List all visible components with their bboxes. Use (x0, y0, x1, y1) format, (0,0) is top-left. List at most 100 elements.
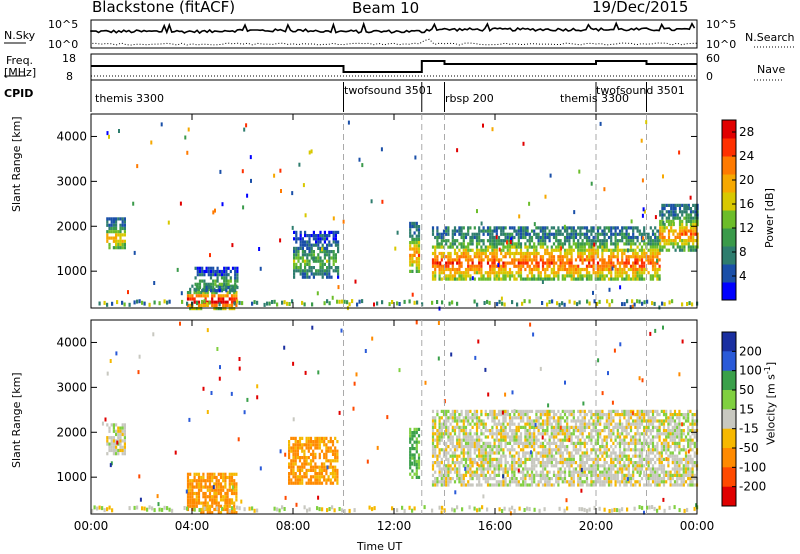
echo-cell (612, 242, 615, 246)
echo-cell (486, 445, 490, 449)
echo-cell (233, 501, 236, 505)
echo-cell (508, 422, 512, 426)
echo-cell (482, 422, 485, 426)
echo-cell (121, 217, 124, 221)
echo-cell (211, 472, 214, 476)
echo-cell (293, 237, 296, 241)
echo-cell (537, 261, 540, 265)
echo-cell (318, 481, 321, 485)
echo-cell (530, 480, 534, 484)
echo-cell (223, 276, 226, 280)
echo-cell (548, 483, 551, 487)
echo-cell (535, 413, 538, 417)
echo-cell (570, 264, 573, 268)
echo-cell (528, 267, 531, 272)
echo-cell (555, 480, 558, 484)
echo-cell (552, 267, 556, 272)
echo-cell (568, 226, 571, 230)
echo-cell (618, 451, 622, 455)
echo-cell (640, 239, 644, 243)
echo-cell (683, 245, 686, 249)
echo-cell (550, 425, 553, 429)
y-tick-label: 2000 (56, 219, 87, 233)
echo-cell (301, 475, 304, 479)
echo-cell (539, 235, 542, 240)
echo-cell (537, 239, 540, 243)
echo-cell (681, 229, 684, 233)
echo-cell (504, 261, 507, 265)
echo-cell (603, 264, 606, 268)
echo-cell (316, 472, 319, 476)
echo-cell (517, 271, 520, 275)
echo-cell (506, 251, 509, 256)
echo-cell (669, 477, 672, 481)
echo-cell (563, 229, 567, 233)
echo-cell (334, 234, 337, 238)
echo-cell (667, 203, 671, 207)
echo-cell (213, 495, 216, 499)
echo-cell (599, 445, 602, 449)
echo-cell (308, 234, 311, 238)
echo-cell (636, 277, 639, 281)
echo-cell (696, 235, 699, 239)
echo-cell (508, 277, 512, 281)
echo-cell (603, 473, 606, 477)
echo-cell (610, 451, 613, 455)
echo-cell (541, 448, 545, 452)
nsearch-tick-low: 10^0 (706, 38, 737, 51)
echo-cell (440, 416, 443, 420)
echo-cell (583, 267, 586, 272)
echo-cell (453, 242, 457, 246)
echo-cell (469, 461, 472, 465)
echo-cell (552, 483, 556, 487)
echo-cell (213, 507, 216, 512)
echo-cell (471, 235, 474, 240)
echo-cell (563, 413, 567, 417)
echo-cell (684, 448, 688, 452)
echo-cell (334, 237, 337, 241)
echo-cell (614, 451, 617, 455)
echo-cell (310, 250, 313, 254)
echo-cell (592, 226, 595, 230)
echo-cell (294, 443, 297, 447)
near-range-cell (608, 302, 611, 307)
echo-cell (519, 264, 523, 268)
echo-cell (570, 464, 573, 468)
near-range-cell (168, 299, 171, 304)
echo-cell (304, 253, 307, 257)
echo-cell (689, 210, 693, 214)
echo-cell (614, 480, 617, 484)
echo-cell (596, 239, 600, 243)
echo-cell (200, 479, 203, 483)
echo-cell (546, 248, 549, 252)
echo-cell (502, 432, 505, 436)
echo-cell (491, 251, 494, 256)
echo-cell (610, 409, 613, 413)
echo-cell (618, 441, 622, 445)
echo-cell (561, 242, 564, 246)
echo-cell (676, 464, 679, 468)
echo-cell (563, 261, 567, 265)
echo-cell (495, 445, 498, 449)
echo-cell (491, 258, 494, 262)
echo-cell (676, 457, 679, 461)
echo-cell (579, 461, 582, 465)
echo-cell (438, 271, 441, 275)
echo-cell (449, 448, 452, 452)
echo-cell (692, 219, 695, 223)
echo-cell (585, 454, 589, 458)
echo-cell (546, 432, 549, 436)
echo-cell (467, 274, 470, 278)
echo-cell (334, 468, 337, 472)
echo-cell (616, 251, 619, 256)
noise-cell (394, 246, 397, 251)
echo-cell (570, 413, 573, 417)
echo-cell (471, 438, 474, 442)
echo-cell (195, 495, 198, 499)
echo-cell (683, 232, 686, 236)
echo-cell (415, 427, 418, 431)
echo-cell (671, 438, 674, 442)
echo-cell (453, 271, 457, 275)
echo-cell (537, 438, 540, 442)
echo-cell (585, 248, 589, 252)
